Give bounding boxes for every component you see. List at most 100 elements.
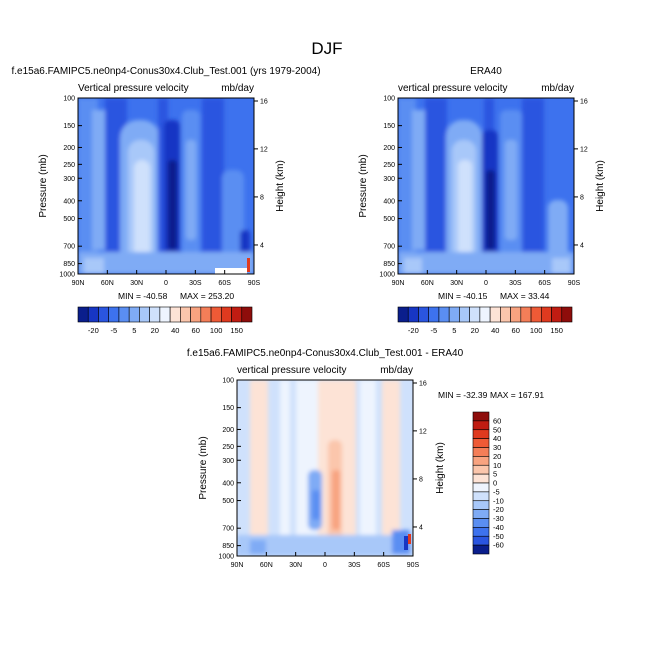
y-tick-label: 700: [383, 244, 395, 251]
y-tick-label: 500: [63, 216, 75, 223]
y-tick-label: 400: [222, 480, 234, 487]
colorbar-swatch: [438, 306, 450, 323]
y-tick-label: 400: [63, 198, 75, 205]
colorbar-label: 5: [132, 326, 136, 335]
x-tick-label: 90N: [72, 280, 85, 287]
x-tick-label: 90S: [248, 280, 261, 287]
y-right-tick-label: 8: [580, 194, 584, 201]
colorbar-swatch: [472, 473, 490, 484]
panel-era40-min: MIN = -40.15: [438, 291, 488, 301]
colorbar-label: -20: [88, 326, 99, 335]
panel-model-field: [78, 98, 254, 274]
colorbar-swatch: [510, 306, 522, 323]
x-tick-label: 60N: [260, 562, 273, 569]
panel-difference: f.e15a6.FAMIPC5.ne0np4-Conus30x4.Club_Te…: [187, 348, 545, 569]
panel-model: f.e15a6.FAMIPC5.ne0np4-Conus30x4.Club_Te…: [11, 66, 320, 335]
panel-model-title: f.e15a6.FAMIPC5.ne0np4-Conus30x4.Club_Te…: [11, 66, 320, 77]
colorbar-swatch: [459, 306, 470, 323]
x-tick-label: 30N: [130, 280, 143, 287]
colorbar-label: 40: [493, 434, 501, 443]
panel-model-max: MAX = 253.20: [180, 291, 234, 301]
axes-1: 90N 60N 30N 0 30S 60S 90S 100 150 200 250 300 400 500…: [379, 96, 587, 288]
y-tick-label: 500: [383, 216, 395, 223]
y-tick-label: 700: [63, 244, 75, 251]
colorbar-swatch: [472, 420, 490, 431]
y-tick-label: 850: [63, 261, 75, 268]
colorbar-label: 150: [230, 326, 243, 335]
colorbar-swatch: [118, 306, 130, 323]
panel-difference-title: f.e15a6.FAMIPC5.ne0np4-Conus30x4.Club_Te…: [187, 348, 464, 359]
x-tick-label: 30N: [450, 280, 463, 287]
x-tick-label: 30S: [509, 280, 522, 287]
panel-era40-field: [398, 98, 574, 274]
colorbar-swatch: [472, 482, 490, 493]
panel-difference-max: MAX = 167.91: [490, 390, 544, 400]
colorbar-swatch: [500, 306, 511, 323]
colorbar-swatch: [200, 306, 212, 323]
y-tick-label: 250: [383, 162, 395, 169]
y-tick-label: 150: [63, 123, 75, 130]
panel-model-units: mb/day: [221, 83, 254, 94]
y-tick-label: 100: [383, 96, 395, 103]
colorbar-swatch: [108, 306, 120, 323]
y-tick-label: 850: [383, 261, 395, 268]
panel-difference-field: [237, 380, 413, 556]
x-tick-label: 60S: [538, 280, 551, 287]
panel-difference-ylabel-right: Height (km): [435, 442, 446, 494]
colorbar-label: 40: [491, 326, 499, 335]
colorbar-label: 20: [493, 452, 501, 461]
y-tick-label: 100: [63, 96, 75, 103]
colorbar-swatch: [407, 306, 419, 323]
colorbar-label: 20: [151, 326, 159, 335]
colorbar-label: -50: [493, 532, 504, 541]
y-tick-label: 500: [222, 498, 234, 505]
colorbar-label: -20: [408, 326, 419, 335]
colorbar-swatch: [397, 306, 409, 323]
x-tick-label: 0: [323, 562, 327, 569]
colorbar-swatch: [190, 306, 202, 323]
y-tick-label: 300: [63, 176, 75, 183]
panel-difference-min: MIN = -32.39: [438, 390, 488, 400]
panel-era40-subtitle: vertical pressure velocity: [398, 83, 507, 94]
colorbar-swatch: [87, 306, 99, 323]
panel-era40-title: ERA40: [470, 66, 502, 77]
colorbar-swatch: [77, 306, 89, 323]
colorbar-label: -40: [493, 523, 504, 532]
y-right-tick-label: 16: [580, 99, 588, 106]
y-right-tick-label: 16: [260, 99, 268, 106]
y-right-tick-label: 12: [580, 146, 588, 153]
x-tick-label: 60N: [421, 280, 434, 287]
x-tick-label: 0: [164, 280, 168, 287]
colorbar-swatch: [472, 429, 490, 439]
x-tick-label: 30S: [189, 280, 202, 287]
y-tick-label: 250: [222, 444, 234, 451]
panel-model-ylabel-right: Height (km): [275, 160, 286, 212]
colorbar-label: -10: [493, 496, 504, 505]
y-tick-label: 400: [383, 198, 395, 205]
colorbar-swatch: [418, 306, 430, 323]
panel-difference-ylabel: Pressure (mb): [198, 436, 209, 499]
colorbar-swatch: [472, 456, 490, 466]
colorbar-swatch: [159, 306, 171, 323]
panel-model-subtitle: Vertical pressure velocity: [78, 83, 189, 94]
colorbar-label: 5: [452, 326, 456, 335]
colorbar-swatch: [428, 306, 440, 323]
colorbar-swatch: [241, 306, 253, 323]
y-tick-label: 300: [383, 176, 395, 183]
colorbar-swatch: [530, 306, 542, 323]
colorbar-swatch: [479, 306, 491, 323]
colorbar-label: 60: [192, 326, 200, 335]
panel-model-min: MIN = -40.58: [118, 291, 168, 301]
y-tick-label: 700: [222, 526, 234, 533]
colorbar-swatch: [448, 306, 460, 323]
colorbar-swatch: [220, 306, 232, 323]
panel-model-colorbar: -20 -5 5 20 40 60 100 150: [77, 306, 253, 335]
colorbar-label: 0: [493, 479, 497, 488]
panel-era40-colorbar: -20 -5 5 20 40 60 100 150: [397, 306, 573, 335]
panel-era40-ylabel: Pressure (mb): [358, 154, 369, 217]
x-tick-label: 90S: [568, 280, 581, 287]
colorbar-label: -20: [493, 505, 504, 514]
x-tick-label: 90S: [407, 562, 420, 569]
panel-model-ylabel: Pressure (mb): [38, 154, 49, 217]
